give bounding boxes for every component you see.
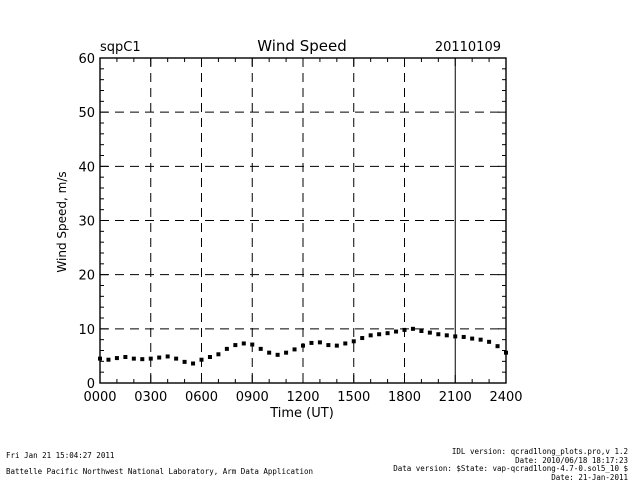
y-axis-label: Wind Speed, m/s: [55, 171, 69, 272]
data-point: [293, 347, 297, 351]
data-point: [445, 333, 449, 337]
data-point: [343, 341, 347, 345]
chart-title: Wind Speed: [257, 37, 347, 55]
data-point: [462, 335, 466, 339]
y-tick-label: 30: [78, 215, 95, 230]
data-point: [326, 343, 330, 347]
data-point: [191, 362, 195, 366]
data-point: [369, 333, 373, 337]
data-point: [140, 357, 144, 361]
credit-line: Battelle Pacific Northwest National Labo…: [6, 468, 313, 477]
x-tick-label: 0300: [134, 390, 167, 405]
data-point: [115, 356, 119, 360]
data-point: [453, 334, 457, 338]
data-point: [403, 328, 407, 332]
data-point: [470, 337, 474, 341]
data-point: [352, 339, 356, 343]
x-tick-labels: 0000 0300 0600 0900 1200 1500 1800 2100 2400: [83, 390, 522, 405]
data-point: [183, 360, 187, 364]
data-point: [216, 352, 220, 356]
data-point: [318, 340, 322, 344]
y-tick-label: 60: [78, 52, 95, 67]
data-point: [394, 330, 398, 334]
data-point: [301, 344, 305, 348]
data-point: [132, 357, 136, 361]
data-point: [411, 327, 415, 331]
x-tick-label: 2100: [439, 390, 472, 405]
data-point: [496, 344, 500, 348]
data-point: [377, 332, 381, 336]
x-tick-label: 1500: [337, 390, 370, 405]
date-label: 20110109: [435, 40, 501, 55]
y-tick-label: 20: [78, 269, 95, 284]
y-tick-label: 40: [78, 160, 95, 175]
data-point: [276, 353, 280, 357]
data-point: [479, 338, 483, 342]
y-tick-label: 0: [87, 377, 95, 392]
data-point: [200, 358, 204, 362]
data-point: [360, 336, 364, 340]
data-point: [335, 344, 339, 348]
data-point: [166, 354, 170, 358]
y-tick-label: 10: [78, 323, 95, 338]
x-tick-label: 0000: [83, 390, 116, 405]
data-point: [419, 329, 423, 333]
x-tick-label: 2400: [489, 390, 522, 405]
data-point: [386, 331, 390, 335]
timestamp: Fri Jan 21 15:04:27 2011: [6, 452, 114, 461]
data-point: [284, 351, 288, 355]
data-point: [267, 351, 271, 355]
data-point: [436, 332, 440, 336]
y-tick-labels: 0 10 20 30 40 50 60: [78, 52, 95, 392]
data-point: [123, 355, 127, 359]
data-point: [242, 341, 246, 345]
site-label: sqpC1: [100, 40, 141, 55]
wind-speed-chart: 0000 0300 0600 0900 1200 1500 1800 2100 2400 0 10…: [0, 0, 640, 448]
data-point: [157, 356, 161, 360]
data-point: [309, 341, 313, 345]
x-axis-label: Time (UT): [269, 406, 334, 421]
data-point: [259, 347, 263, 351]
x-tick-label: 1200: [286, 390, 319, 405]
data-point: [106, 358, 110, 362]
data-point: [250, 343, 254, 347]
y-tick-label: 50: [78, 106, 95, 121]
x-tick-label: 0900: [236, 390, 269, 405]
x-tick-label: 0600: [185, 390, 218, 405]
data-point: [149, 357, 153, 361]
data-point: [233, 343, 237, 347]
x-tick-label: 1800: [388, 390, 421, 405]
data-point: [225, 347, 229, 351]
data-point: [174, 357, 178, 361]
data-point: [487, 340, 491, 344]
data-point: [428, 331, 432, 335]
data-date: Date: 21-Jan-2011: [393, 474, 628, 482]
data-point: [208, 355, 212, 359]
